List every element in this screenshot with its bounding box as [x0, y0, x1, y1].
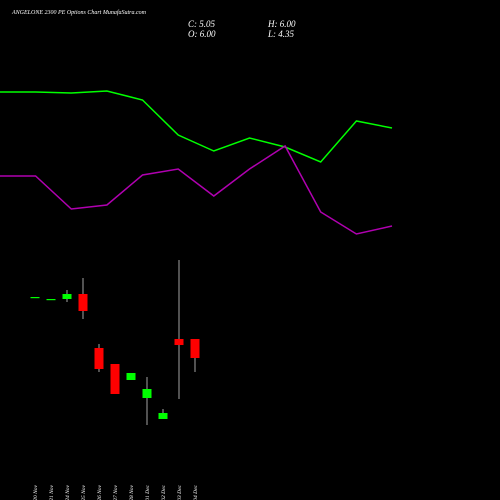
x-tick-label: 01 Dec: [145, 484, 151, 500]
candle-body: [30, 297, 40, 299]
x-tick-label: 25 Nov: [81, 484, 87, 500]
x-tick-label: 03 Dec: [177, 484, 183, 500]
ohlc-info: H: 6.00: [267, 19, 296, 29]
candle-body: [94, 348, 104, 369]
candle-body: [126, 373, 136, 380]
x-tick-label: 27 Nov: [113, 484, 119, 500]
candle-body: [78, 294, 88, 311]
x-tick-label: 21 Nov: [49, 484, 55, 500]
candle-body: [190, 339, 200, 358]
ohlc-info: C: 5.05: [188, 19, 216, 29]
candle-body: [46, 299, 56, 301]
x-tick-label: 26 Nov: [97, 484, 103, 500]
candle-body: [142, 389, 152, 398]
x-tick-label: 24 Nov: [64, 484, 71, 500]
candle-body: [158, 413, 168, 419]
indicator-line: [0, 144, 393, 235]
candle-body: [62, 294, 72, 299]
chart-title: ANGELONE 2300 PE Options Chart MunafaSut…: [11, 9, 147, 16]
x-tick-label: 28 Nov: [129, 484, 135, 500]
indicator-line: [0, 90, 393, 163]
ohlc-info: L: 4.35: [267, 29, 295, 39]
ohlc-info: O: 6.00: [188, 29, 216, 39]
x-tick-label: 04 Dec: [192, 484, 199, 500]
candle-body: [110, 364, 120, 394]
x-tick-label: 02 Dec: [161, 484, 167, 500]
x-tick-label: 20 Nov: [33, 484, 39, 500]
candle-body: [174, 339, 184, 345]
